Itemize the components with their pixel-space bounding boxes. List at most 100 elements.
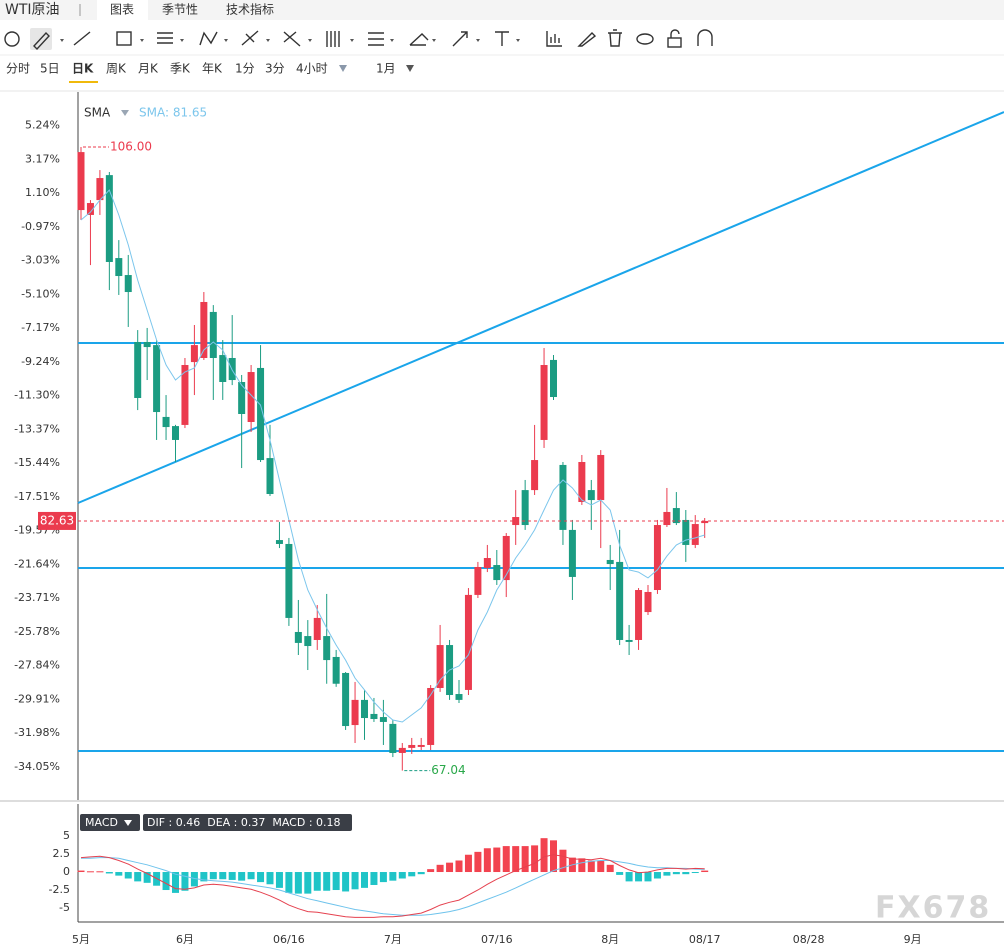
macd-bar (578, 858, 586, 873)
candle-body (606, 559, 614, 565)
macd-bar (275, 872, 283, 888)
candle-body (663, 511, 671, 526)
tool-icon[interactable] (452, 31, 468, 47)
macd-bar (682, 872, 690, 875)
macd-bar (531, 845, 539, 873)
macd-bar (417, 872, 425, 875)
indicator-dropdown[interactable] (121, 110, 129, 116)
period-tab[interactable]: 年K (202, 62, 223, 76)
x-tick-label: 6月 (176, 933, 194, 944)
tool-icon[interactable] (33, 31, 50, 51)
tab[interactable]: 技术指标 (226, 2, 274, 17)
tool-icon[interactable] (495, 31, 509, 46)
macd-bar (625, 872, 633, 882)
tool-icon[interactable] (667, 37, 682, 48)
macd-bar (115, 872, 123, 876)
period-tab[interactable]: 5日 (40, 62, 60, 76)
candle-body (238, 381, 246, 414)
macd-bar (653, 872, 661, 879)
macd-bar (313, 872, 321, 891)
period-tab[interactable]: 3分 (265, 62, 285, 76)
macd-bar (294, 872, 302, 894)
tool-icon[interactable] (368, 32, 384, 46)
tool-icon[interactable] (577, 32, 597, 47)
period-dropdown[interactable] (339, 65, 347, 72)
indicator-name: SMA (84, 106, 111, 120)
dif-line (80, 854, 705, 918)
period-tab[interactable]: 4小时 (296, 62, 328, 76)
y-tick-label: -5 (59, 901, 70, 914)
tool-icon[interactable] (636, 33, 654, 45)
drawn-trend-line[interactable] (77, 111, 1004, 504)
macd-bar (323, 872, 331, 891)
candle-body (313, 617, 321, 640)
candle-body (332, 656, 340, 684)
tab[interactable]: 图表 (110, 3, 134, 17)
candle-body (512, 517, 520, 526)
candle-body (124, 275, 132, 293)
y-tick-label: -29.91% (14, 692, 60, 705)
macd-bar (134, 872, 142, 882)
macd-bar (379, 872, 387, 883)
period-tab[interactable]: 1月 (376, 62, 396, 76)
macd-bar (521, 846, 529, 873)
tool-icon[interactable] (241, 30, 259, 46)
max-label: 106.00 (110, 140, 152, 154)
candle-body (408, 744, 416, 748)
x-tick-label: 07/16 (481, 933, 513, 944)
macd-bar (304, 872, 312, 894)
tool-icon[interactable] (4, 31, 20, 47)
candle-body (77, 152, 85, 211)
y-tick-label: 5.24% (25, 118, 60, 131)
period-tab[interactable]: 月K (138, 62, 159, 76)
x-tick-label: 9月 (904, 933, 922, 944)
tool-icon[interactable] (697, 29, 713, 46)
macd-dropdown[interactable] (124, 820, 132, 826)
y-tick-label: -9.24% (21, 355, 60, 368)
macd-bar (124, 872, 132, 879)
y-tick-label: 1.10% (25, 186, 60, 199)
macd-bar (691, 872, 699, 874)
candle-body (304, 636, 312, 647)
period-tab[interactable]: 日K (72, 62, 94, 76)
x-tick-label: 08/28 (793, 933, 825, 944)
candle-body (323, 636, 331, 661)
macd-selector[interactable] (80, 814, 140, 831)
candle-body (86, 203, 94, 215)
macd-bar (162, 872, 170, 891)
macd-bar (663, 872, 671, 876)
period-tab[interactable]: 季K (170, 62, 191, 76)
tool-icon[interactable] (608, 29, 622, 47)
y-tick-label: -2.5 (49, 883, 70, 896)
tool-icon[interactable] (409, 33, 429, 46)
candle-body (370, 713, 378, 720)
x-tick-label: 7月 (384, 933, 402, 944)
period-tab[interactable]: 分时 (6, 62, 30, 76)
tool-icon[interactable] (546, 31, 562, 47)
indicator-value: SMA: 81.65 (139, 106, 207, 120)
tool-icon[interactable] (670, 29, 680, 38)
candle-body (531, 460, 539, 491)
period-dropdown[interactable] (406, 65, 414, 72)
macd-legend: DIF : 0.46 DEA : 0.37 MACD : 0.18 (147, 816, 341, 829)
macd-bar (427, 869, 435, 873)
macd-bar (285, 872, 293, 893)
tool-icon[interactable] (73, 31, 91, 46)
tool-icon[interactable] (199, 31, 218, 46)
period-tab[interactable]: 周K (106, 62, 127, 76)
period-tab[interactable]: 1分 (235, 62, 255, 76)
tool-icon[interactable] (157, 32, 173, 44)
candle-body (521, 490, 529, 526)
y-tick-label: 2.5 (53, 847, 71, 860)
y-tick-label: -11.30% (14, 389, 60, 402)
tool-icon[interactable] (116, 31, 132, 46)
macd-bar (332, 872, 340, 891)
tool-icon[interactable] (283, 31, 301, 47)
tool-icon[interactable] (326, 31, 340, 47)
candle-body (294, 631, 302, 643)
tab[interactable]: 季节性 (162, 3, 198, 17)
macd-bar (559, 849, 567, 873)
x-tick-label: 06/16 (273, 933, 305, 944)
macd-bar (370, 872, 378, 885)
candle-body (247, 372, 255, 422)
